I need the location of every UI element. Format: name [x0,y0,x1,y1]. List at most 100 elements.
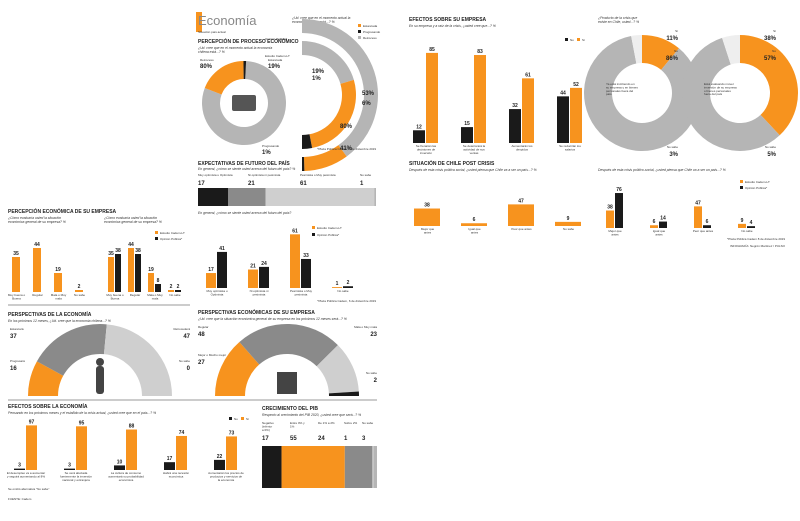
bar-value-label: 61 [300,181,307,187]
bar-value-label: 1 [336,281,339,287]
slice-label: No sabe [179,359,191,363]
slice-value: 16 [10,366,17,372]
semidonut-slice [36,324,107,376]
person-head-icon [96,358,104,366]
bar-value-label: 9 [741,218,744,224]
tick-label: Muy optimista u Optimista [206,289,227,296]
series-label: Estudio Cadem-LT [265,54,290,58]
legend-swatch [740,186,743,189]
semidonut-slice [303,145,347,171]
section-question: En general, ¿cómo se siente usted acerca… [198,211,291,215]
legend-label: Opinión Pública* [745,186,768,190]
slice-value: 53% [362,91,375,97]
bar-value-label: 88 [129,424,135,430]
bar-value-label: 14 [660,216,666,222]
bar-value-label: 21 [248,181,255,187]
pie-slice [642,35,679,70]
tick-label: No sabe [360,173,372,177]
legend-swatch [358,30,361,33]
bar-post_crisis_b [615,193,623,228]
bar-efectos_economia [76,426,87,470]
bar-post_crisis_b [747,226,755,228]
bar-efectos_economia [214,459,225,470]
tick-label: Se verá afectada fuertemente la inversión… [60,471,92,482]
section-title: PERSPECTIVAS DE LA ECONOMÍA [8,310,92,318]
bar-value-label: 3 [18,463,21,469]
semidonut-slice [302,19,379,157]
slice-value: 48 [198,332,205,338]
bar-value-label: 1 [344,436,348,442]
section-question: Después de esta crisis política social, … [409,168,537,172]
slice-label: Estancará [10,327,24,331]
legend-label: Opinión Pública* [160,237,183,241]
tick-label: No sabe [362,421,374,425]
tick-label: Se reducirán los salarios [559,144,581,151]
bar-value-label: 47 [695,200,701,206]
bar-value-label: 8 [157,278,160,284]
tick-label: Sobre 2% [344,421,358,425]
bar-value-label: 38 [424,203,430,209]
slice-value: 57% [764,56,777,62]
tick-label: Negativo (inferior a 0%) [262,421,274,432]
bar-value-label: 9 [567,216,570,222]
bar-value-label: 85 [429,47,435,53]
tick-label: Entre 0% y 1% [290,421,305,428]
pie-slice [584,36,700,151]
tick-label: No sabe [74,293,86,297]
section-question: En general, ¿cómo se siente usted acerca… [198,167,295,171]
bar-percepcion_empresa_b [148,273,154,292]
slice-label: No [772,49,776,53]
section-title: PERCEPCIÓN DE PROCESO ECONÓMICO [198,37,299,45]
semidonut-slice [328,391,360,396]
bar-value-label: 44 [128,242,134,248]
bar-efectos_empresa [474,55,486,143]
money-icon [232,95,256,111]
bar-value-label: 74 [179,430,185,436]
tick-label: Pesimista o Muy pesimista [290,289,313,296]
bar-post_crisis_a [414,208,440,226]
bar-value-label: 17 [167,456,173,462]
bar-value-label: 12 [416,124,422,130]
tick-label: Mala o Muy mala [51,293,67,300]
series-label: Opinión Pública* [265,37,288,41]
section-question: ¿Ud. cree que en el momento actual la ec… [198,46,272,54]
section-question: En su empresa y a raíz de la crisis, ¿us… [409,24,496,28]
slice-label: Sí [675,29,678,33]
tick-label: Ni optimista ni pesimista [248,173,281,177]
section-title: PERCEPCIÓN ECONÓMICA DE SU EMPRESA [8,207,117,215]
bar-value-label: 2 [177,284,180,290]
section-question: ¿Cómo evaluaría usted la situación económ… [104,216,162,224]
bar-post_crisis_a [555,221,581,226]
slice-value: 47 [183,334,190,340]
stacked-segment [374,188,376,206]
section-question: ¿Ud. cree que la situación económica gen… [198,317,347,321]
slice-value: 1% [312,76,321,82]
tick-label: No sabe [563,227,575,231]
semidonut-slice [103,324,172,396]
bar-expectativas_cols [217,251,227,288]
slice-value: 80% [340,124,353,130]
pie-slice [631,35,642,64]
bar-efectos_empresa [426,52,438,143]
person-icon [96,366,104,394]
bar-value-label: 2 [78,284,81,290]
bar-post_crisis_a [508,204,534,226]
semidonut-slice [28,361,64,396]
bar-value-label: 33 [303,253,309,259]
section-title: EXPECTATIVAS DE FUTURO DEL PAÍS [198,159,290,167]
stacked-segment [372,446,374,488]
bar-expectativas_cols [290,234,300,288]
tick-label: Pesimista o Muy pesimista [300,173,336,177]
bar-expectativas_cols [248,269,258,288]
bar-value-label: 47 [518,198,524,204]
bar-value-label: 1 [360,181,364,187]
bar-value-label: 10 [117,459,123,465]
footnote: Se omitió alternativa "No sabe" [8,487,49,491]
legend-swatch [577,38,580,41]
tick-label: Muy optimista u Optimista [198,173,233,177]
legend-swatch [312,226,315,229]
bar-post_crisis_b [738,223,746,228]
slice-label: Retrocederá [173,327,190,331]
bar-value-label: 38 [135,248,141,254]
legend-swatch [229,417,232,420]
